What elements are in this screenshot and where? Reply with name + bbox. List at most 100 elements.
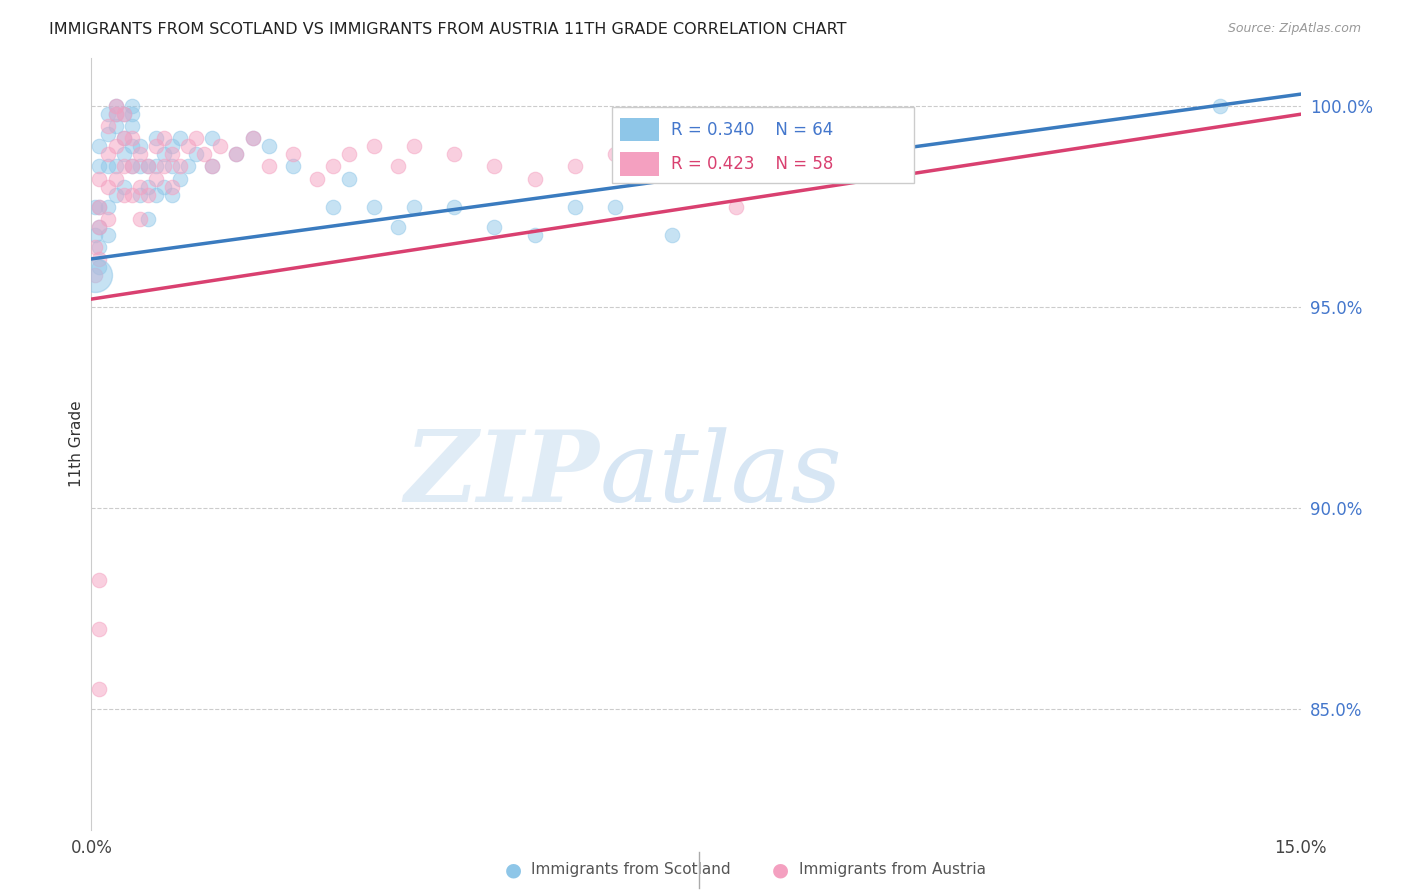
Point: [186, 147, 208, 161]
Point: [84, 268, 107, 282]
Point: [121, 107, 143, 121]
Point: [89, 171, 111, 186]
Point: [153, 147, 176, 161]
Point: [96, 147, 118, 161]
Point: [89, 219, 111, 234]
Point: [153, 131, 176, 145]
Point: [201, 160, 224, 174]
Point: [96, 120, 118, 134]
Point: [121, 160, 143, 174]
Text: ●: ●: [772, 860, 789, 880]
Point: [402, 139, 425, 153]
Point: [89, 574, 111, 588]
Point: [307, 171, 329, 186]
Point: [153, 179, 176, 194]
Point: [128, 179, 150, 194]
Text: ●: ●: [505, 860, 522, 880]
Point: [402, 200, 425, 214]
Point: [209, 139, 232, 153]
Point: [96, 179, 118, 194]
Point: [112, 107, 135, 121]
Point: [96, 128, 118, 142]
Point: [89, 252, 111, 266]
Point: [443, 147, 465, 161]
Point: [242, 131, 264, 145]
Point: [89, 200, 111, 214]
Point: [605, 147, 627, 161]
Point: [661, 227, 683, 242]
Point: [84, 227, 107, 242]
Point: [136, 179, 159, 194]
Point: [281, 147, 304, 161]
Point: [145, 171, 167, 186]
Point: [153, 160, 176, 174]
Point: [112, 131, 135, 145]
Point: [121, 131, 143, 145]
Point: [201, 160, 224, 174]
Point: [160, 187, 183, 202]
Point: [121, 187, 143, 202]
Point: [89, 139, 111, 153]
Point: [337, 147, 360, 161]
Point: [112, 160, 135, 174]
Point: [104, 187, 127, 202]
Text: R = 0.340    N = 64: R = 0.340 N = 64: [671, 120, 832, 139]
Point: [104, 107, 127, 121]
Point: [177, 139, 200, 153]
Point: [201, 131, 224, 145]
Point: [169, 160, 191, 174]
Point: [96, 227, 118, 242]
Text: IMMIGRANTS FROM SCOTLAND VS IMMIGRANTS FROM AUSTRIA 11TH GRADE CORRELATION CHART: IMMIGRANTS FROM SCOTLAND VS IMMIGRANTS F…: [49, 22, 846, 37]
Point: [128, 147, 150, 161]
Point: [242, 131, 264, 145]
Point: [193, 147, 215, 161]
Point: [564, 160, 586, 174]
Point: [121, 160, 143, 174]
Point: [387, 219, 409, 234]
Point: [112, 147, 135, 161]
Point: [363, 200, 385, 214]
Point: [89, 260, 111, 274]
Point: [128, 211, 150, 226]
Point: [160, 147, 183, 161]
Point: [186, 131, 208, 145]
Point: [443, 200, 465, 214]
Point: [104, 107, 127, 121]
Point: [104, 160, 127, 174]
Point: [96, 107, 118, 121]
Point: [89, 160, 111, 174]
Point: [257, 160, 280, 174]
Point: [177, 160, 200, 174]
Point: [160, 179, 183, 194]
Point: [136, 187, 159, 202]
Point: [484, 219, 506, 234]
Point: [121, 99, 143, 113]
Point: [128, 139, 150, 153]
Text: Source: ZipAtlas.com: Source: ZipAtlas.com: [1227, 22, 1361, 36]
Text: atlas: atlas: [599, 427, 842, 523]
Point: [96, 200, 118, 214]
Point: [160, 160, 183, 174]
Point: [128, 187, 150, 202]
Point: [89, 240, 111, 254]
Point: [112, 107, 135, 121]
Point: [96, 211, 118, 226]
Point: [121, 120, 143, 134]
Point: [128, 160, 150, 174]
Point: [96, 160, 118, 174]
Point: [484, 160, 506, 174]
Point: [322, 160, 344, 174]
Point: [257, 139, 280, 153]
Point: [169, 171, 191, 186]
Text: Immigrants from Austria: Immigrants from Austria: [799, 863, 986, 877]
Point: [84, 240, 107, 254]
Text: R = 0.423    N = 58: R = 0.423 N = 58: [671, 155, 832, 173]
Point: [145, 187, 167, 202]
Point: [225, 147, 247, 161]
Y-axis label: 11th Grade: 11th Grade: [69, 401, 84, 487]
Point: [725, 200, 748, 214]
Point: [225, 147, 247, 161]
Point: [112, 179, 135, 194]
Point: [136, 211, 159, 226]
Point: [136, 160, 159, 174]
